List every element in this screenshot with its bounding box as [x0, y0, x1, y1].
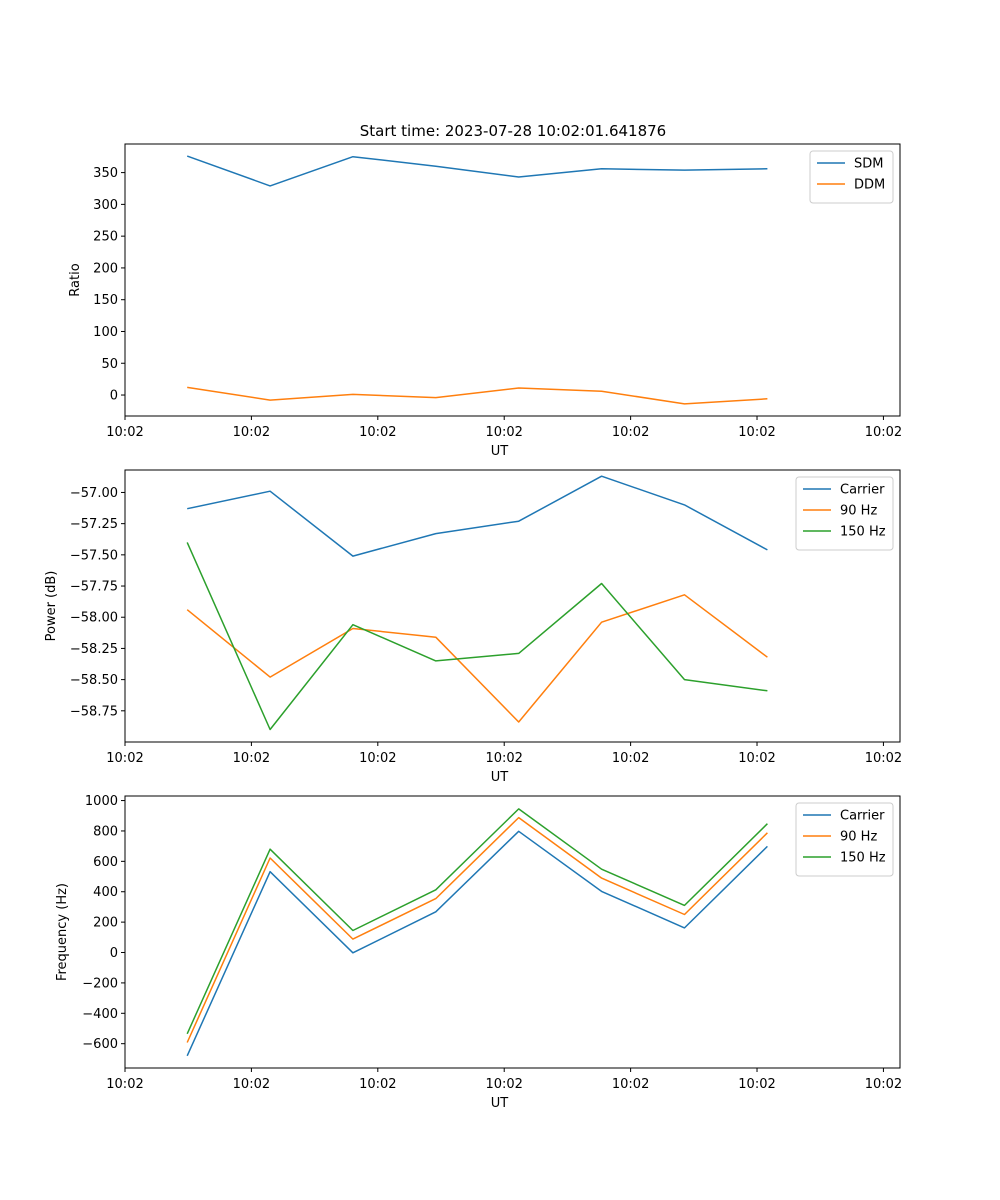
y-tick-label: 200 — [93, 261, 118, 276]
x-tick-label: 10:02 — [485, 1077, 522, 1092]
x-tick-label: 10:02 — [359, 751, 396, 766]
series-line-sdm — [186, 155, 768, 187]
legend: Carrier 90 Hz 150 Hz — [795, 802, 894, 877]
plots: 0 50 100 150 200 250 300 350 10:02 10:02 10:02 10:0… — [44, 143, 902, 1111]
x-axis-label: UT — [491, 770, 509, 785]
x-tick-label: 10:02 — [233, 751, 270, 766]
y-tick-label: −57.00 — [70, 486, 118, 501]
x-tick-label: 10:02 — [233, 425, 270, 440]
legend-box — [809, 150, 894, 204]
x-tick-label: 10:02 — [738, 1077, 775, 1092]
x-tick-label: 10:02 — [612, 1077, 649, 1092]
y-tick-label: 250 — [93, 230, 118, 245]
x-tick-label: 10:02 — [233, 1077, 270, 1092]
series-line-90-hz — [186, 594, 768, 723]
legend-label: 150 Hz — [840, 851, 886, 866]
series-line-150-hz — [186, 542, 768, 731]
y-tick-label: 400 — [93, 885, 118, 900]
y-tick-label: 50 — [101, 357, 118, 372]
x-axis-label: UT — [491, 1096, 509, 1111]
y-tick-label: −57.50 — [70, 548, 118, 563]
x-tick-label: 10:02 — [865, 425, 902, 440]
x-tick-label: 10:02 — [738, 425, 775, 440]
y-tick-label: −58.00 — [70, 611, 118, 626]
subplot-1: 0 50 100 150 200 250 300 350 10:02 10:02 10:02 10:0… — [68, 143, 902, 459]
legend-label: 90 Hz — [840, 504, 877, 519]
y-tick-label: −57.25 — [70, 517, 118, 532]
y-tick-label: 350 — [93, 166, 118, 181]
x-tick-label: 10:02 — [865, 1077, 902, 1092]
y-tick-label: −600 — [82, 1037, 118, 1052]
x-tick-label: 10:02 — [738, 751, 775, 766]
series-line-carrier — [187, 475, 768, 557]
y-tick-label: 600 — [93, 855, 118, 870]
y-tick-label: 0 — [110, 389, 118, 404]
legend-label: DDM — [854, 178, 885, 193]
axes-frame — [124, 795, 901, 1069]
y-tick-label: 300 — [93, 198, 118, 213]
axes-frame — [124, 469, 901, 743]
x-tick-label: 10:02 — [359, 425, 396, 440]
legend-label: 90 Hz — [840, 830, 877, 845]
y-tick-label: 100 — [93, 325, 118, 340]
y-tick-label: −200 — [82, 976, 118, 991]
series-line-90-hz — [186, 816, 768, 1043]
y-tick-label: 200 — [93, 916, 118, 931]
x-tick-label: 10:02 — [485, 425, 522, 440]
x-tick-label: 10:02 — [485, 751, 522, 766]
y-axis-label: Frequency (Hz) — [55, 883, 70, 981]
legend: Carrier 90 Hz 150 Hz — [795, 476, 894, 551]
y-tick-label: −57.75 — [70, 580, 118, 595]
y-tick-label: −58.75 — [70, 704, 118, 719]
y-tick-label: 800 — [93, 824, 118, 839]
y-tick-label: −58.25 — [70, 642, 118, 657]
y-tick-label: −58.50 — [70, 673, 118, 688]
subplot-3: −600 −400 −200 0 200 400 600 800 1000 10:02 10:02 1… — [55, 794, 902, 1111]
y-axis-label: Ratio — [68, 263, 83, 296]
y-axis-label: Power (dB) — [44, 571, 59, 642]
x-axis-label: UT — [491, 444, 509, 459]
x-tick-label: 10:02 — [612, 425, 649, 440]
y-tick-label: 1000 — [85, 794, 118, 809]
x-tick-label: 10:02 — [612, 751, 649, 766]
x-tick-label: 10:02 — [106, 425, 143, 440]
series-line-ddm — [187, 386, 768, 405]
axes-frame — [124, 143, 901, 417]
x-tick-label: 10:02 — [106, 1077, 143, 1092]
legend-label: 150 Hz — [840, 525, 886, 540]
legend-label: Carrier — [840, 809, 885, 824]
figure-title: Start time: 2023-07-28 10:02:01.641876 — [360, 122, 666, 140]
legend-label: Carrier — [840, 483, 885, 498]
x-tick-label: 10:02 — [106, 751, 143, 766]
legend: SDM DDM — [809, 150, 894, 204]
series-line-150-hz — [186, 808, 768, 1035]
series-line-carrier — [186, 830, 768, 1057]
subplot-2: −58.75 −58.50 −58.25 −58.00 −57.75 −57.50 −57.… — [44, 469, 902, 785]
y-tick-label: 150 — [93, 293, 118, 308]
y-tick-label: −400 — [82, 1007, 118, 1022]
y-tick-label: 0 — [110, 946, 118, 961]
x-tick-label: 10:02 — [359, 1077, 396, 1092]
legend-label: SDM — [854, 157, 883, 172]
x-tick-label: 10:02 — [865, 751, 902, 766]
